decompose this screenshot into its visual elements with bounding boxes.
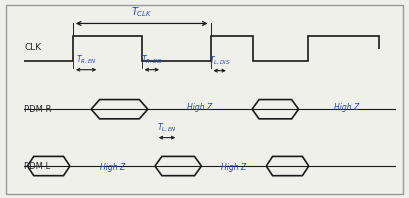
Text: $T_{R,EN}$: $T_{R,EN}$ <box>76 54 96 66</box>
Text: High Z: High Z <box>187 103 213 112</box>
Text: PDM R: PDM R <box>25 105 52 114</box>
Text: $T_{L,EN}$: $T_{L,EN}$ <box>157 122 177 134</box>
Text: $T_{CLK}$: $T_{CLK}$ <box>131 5 153 19</box>
Text: High Z: High Z <box>100 164 125 172</box>
Text: PDM L: PDM L <box>25 162 50 170</box>
Text: CLK: CLK <box>25 43 41 52</box>
Text: High Z: High Z <box>334 103 360 112</box>
Text: $T_{R,DIS}$: $T_{R,DIS}$ <box>141 54 163 66</box>
Text: High Z: High Z <box>221 164 247 172</box>
Text: $T_{L,DIS}$: $T_{L,DIS}$ <box>209 55 230 67</box>
